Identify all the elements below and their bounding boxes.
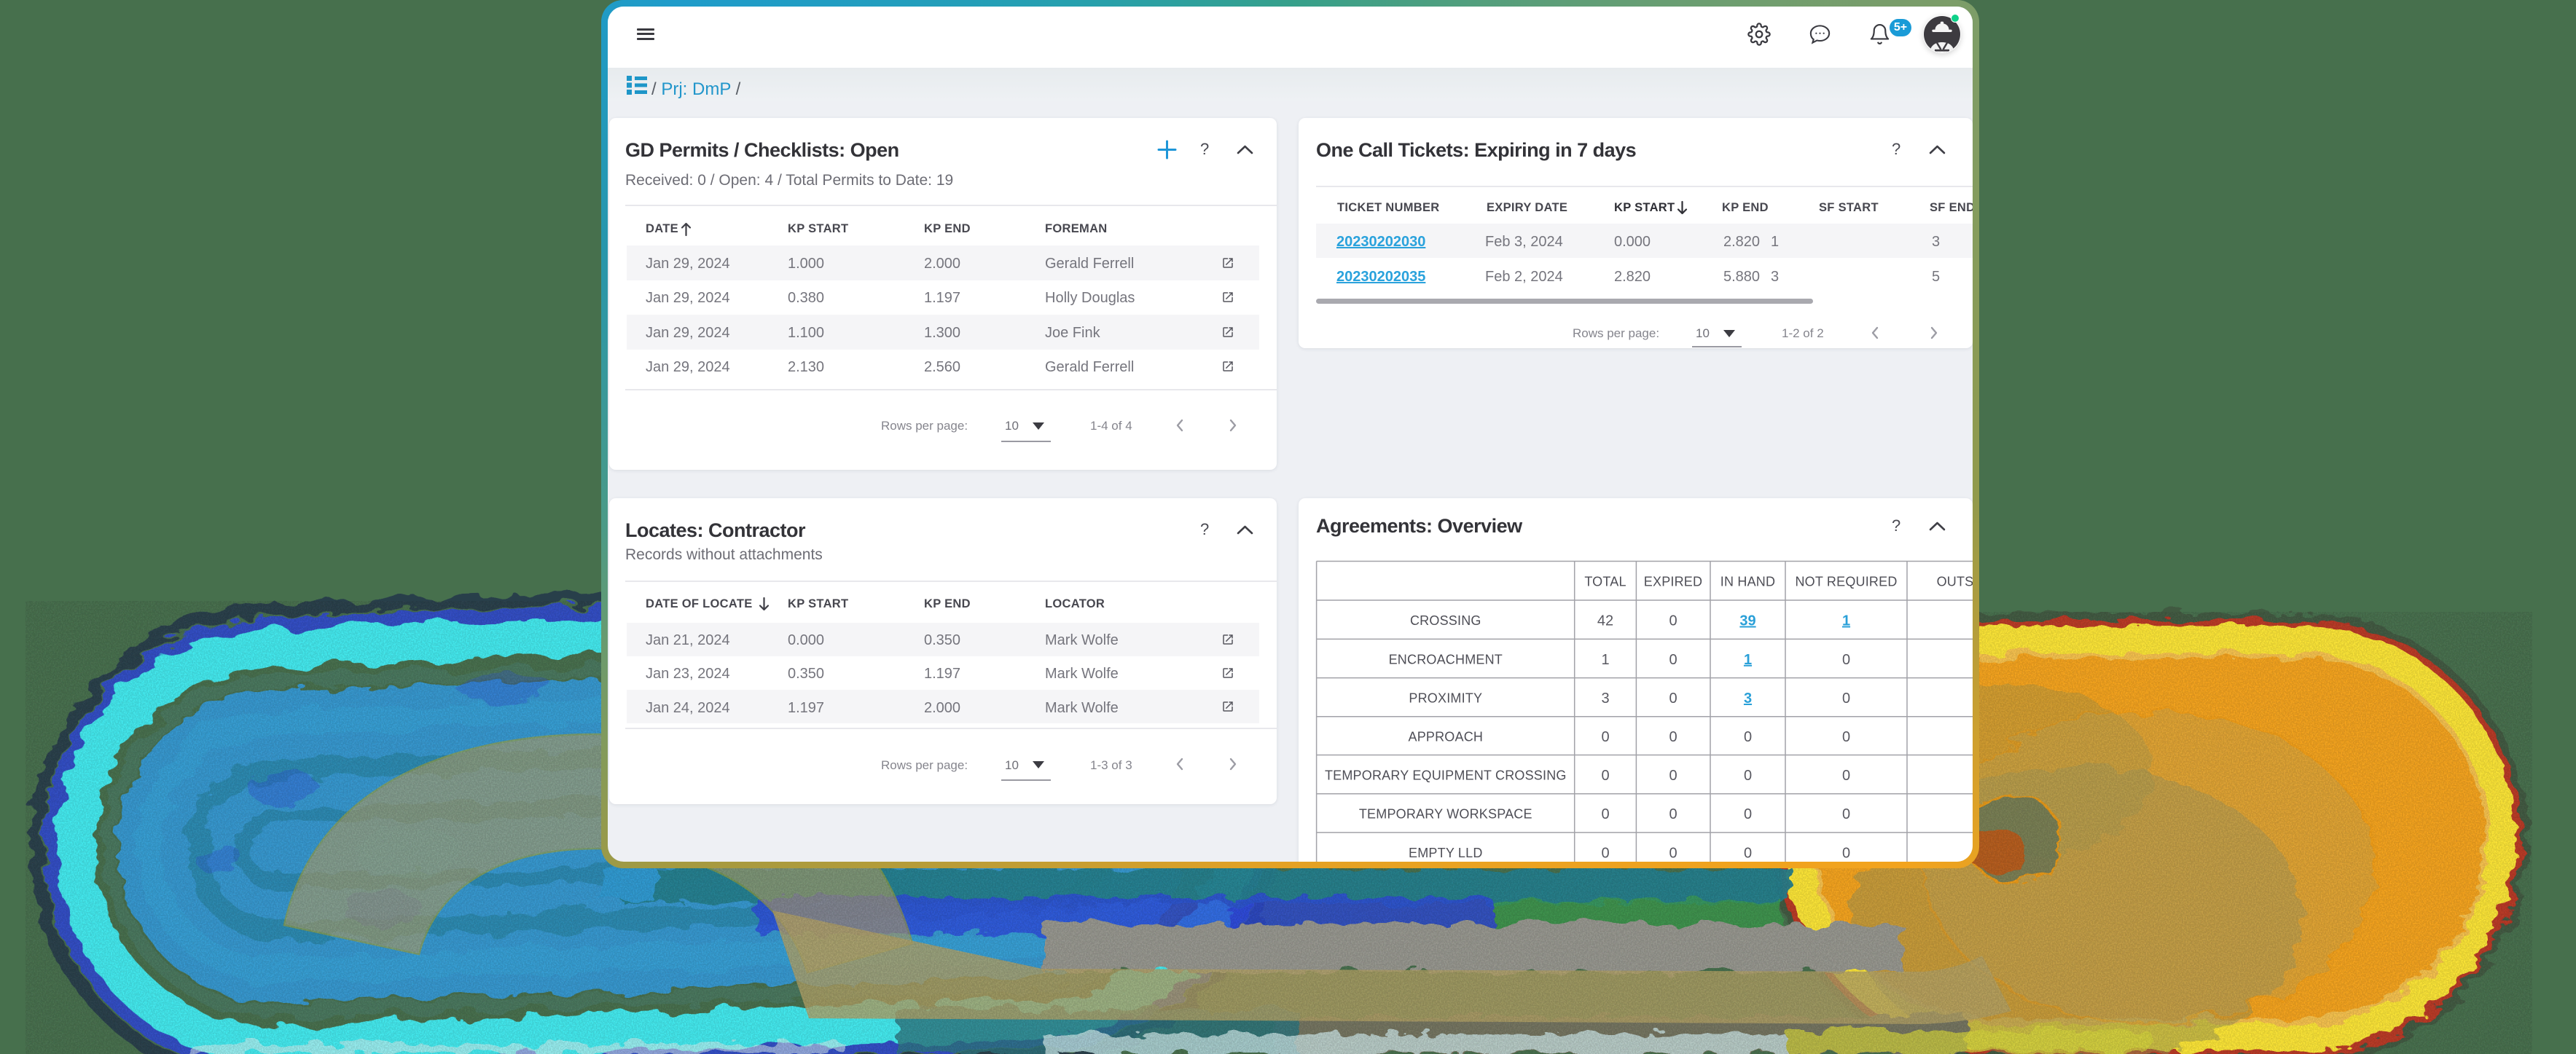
svg-text:0: 0 bbox=[1744, 845, 1752, 861]
svg-text:CROSSING: CROSSING bbox=[1410, 613, 1481, 628]
svg-text:0: 0 bbox=[1842, 729, 1850, 745]
svg-text:1: 1 bbox=[1601, 652, 1609, 668]
svg-text:0: 0 bbox=[1669, 652, 1677, 668]
svg-text:0: 0 bbox=[1744, 768, 1752, 784]
svg-text:0: 0 bbox=[1744, 806, 1752, 822]
svg-text:0: 0 bbox=[1669, 613, 1677, 629]
svg-text:1: 1 bbox=[1842, 613, 1850, 629]
svg-text:0: 0 bbox=[1842, 845, 1850, 861]
svg-text:39: 39 bbox=[1739, 613, 1755, 629]
svg-text:0: 0 bbox=[1842, 691, 1850, 707]
svg-text:3: 3 bbox=[1601, 691, 1609, 707]
svg-text:0: 0 bbox=[1601, 806, 1609, 822]
svg-text:0: 0 bbox=[1601, 768, 1609, 784]
svg-text:OUTSTA: OUTSTA bbox=[1937, 575, 1973, 589]
svg-text:0: 0 bbox=[1669, 729, 1677, 745]
svg-text:3: 3 bbox=[1744, 691, 1752, 707]
svg-text:0: 0 bbox=[1669, 806, 1677, 822]
svg-text:EXPIRED: EXPIRED bbox=[1644, 575, 1702, 589]
svg-text:IN HAND: IN HAND bbox=[1720, 575, 1775, 589]
svg-text:NOT REQUIRED: NOT REQUIRED bbox=[1795, 575, 1897, 589]
svg-text:TEMPORARY EQUIPMENT CROSSING: TEMPORARY EQUIPMENT CROSSING bbox=[1325, 768, 1567, 783]
svg-text:EMPTY LLD: EMPTY LLD bbox=[1409, 846, 1483, 860]
svg-text:APPROACH: APPROACH bbox=[1408, 730, 1483, 744]
svg-text:PROXIMITY: PROXIMITY bbox=[1409, 691, 1482, 706]
svg-text:0: 0 bbox=[1669, 845, 1677, 861]
svg-text:42: 42 bbox=[1597, 613, 1613, 629]
svg-text:TOTAL: TOTAL bbox=[1584, 575, 1626, 589]
svg-text:0: 0 bbox=[1669, 768, 1677, 784]
svg-text:ENCROACHMENT: ENCROACHMENT bbox=[1389, 652, 1503, 666]
svg-text:TEMPORARY WORKSPACE: TEMPORARY WORKSPACE bbox=[1359, 807, 1532, 822]
svg-text:0: 0 bbox=[1842, 652, 1850, 668]
svg-text:0: 0 bbox=[1669, 691, 1677, 707]
svg-text:1: 1 bbox=[1744, 652, 1752, 668]
svg-text:0: 0 bbox=[1601, 845, 1609, 861]
svg-text:0: 0 bbox=[1744, 729, 1752, 745]
svg-text:0: 0 bbox=[1601, 729, 1609, 745]
svg-text:0: 0 bbox=[1842, 768, 1850, 784]
svg-text:0: 0 bbox=[1842, 806, 1850, 822]
